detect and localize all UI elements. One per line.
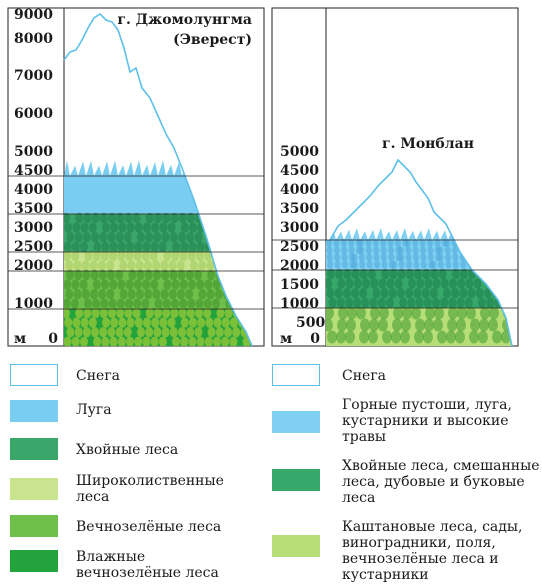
legend-label-alpine: Горные пустоши, луга, кустарники и высок… <box>342 397 512 445</box>
legend-swatch-humid-evergreen <box>10 550 58 572</box>
legend-swatch-alpine <box>272 411 320 433</box>
everest-tick: 9000 <box>14 7 53 23</box>
everest-tick: 3500 <box>14 201 53 217</box>
everest-zone-lines <box>8 175 264 310</box>
legend-swatch-snow <box>10 364 58 386</box>
legend-swatch-mixed <box>272 469 320 491</box>
montblanc-tick: 1000 <box>280 296 319 312</box>
legend-label-conifer: Хвойные леса <box>76 442 179 458</box>
legend-swatch-snow <box>272 364 320 386</box>
legend-swatch-evergreen <box>10 515 58 537</box>
legend-swatch-conifer <box>10 438 58 460</box>
legend-label-chestnut: Каштановые леса, сады, виноградники, пол… <box>342 519 523 583</box>
montblanc-tick: 500 <box>296 315 325 331</box>
legend-swatch-chestnut <box>272 535 320 557</box>
everest-tick: 4000 <box>14 182 53 198</box>
legend-label-humid-evergreen: Влажные вечнозелёные леса <box>76 549 219 581</box>
montblanc-tick: 5000 <box>280 144 319 160</box>
everest-unit: м <box>14 331 26 347</box>
montblanc-tick: 4000 <box>280 182 319 198</box>
everest-tick: 0 <box>48 331 58 347</box>
legend-swatch-meadows <box>10 400 58 422</box>
montblanc-tick: 3000 <box>280 220 319 236</box>
everest-tick: 1000 <box>14 296 53 312</box>
everest-panel: г. Джомолунгма (Эверест) 9000 8000 7000 … <box>7 7 265 347</box>
everest-tick: 7000 <box>14 68 53 84</box>
legend-label-snow: Снега <box>342 368 387 384</box>
legend-label-snow: Снега <box>76 368 121 384</box>
everest-tick: 2500 <box>14 239 53 255</box>
everest-tick: 4500 <box>14 163 53 179</box>
legend-label-mixed: Хвойные леса, смешанные леса, дубовые и … <box>342 458 540 506</box>
everest-tick: 5000 <box>14 144 53 160</box>
everest-tick: 6000 <box>14 106 53 122</box>
legend-label-meadows: Луга <box>76 402 112 418</box>
montblanc-tick: 1500 <box>280 277 319 293</box>
montblanc-title: г. Монблан <box>382 136 474 152</box>
altitudinal-zones-diagram: г. Джомолунгма (Эверест) 9000 8000 7000 … <box>7 7 519 347</box>
everest-tick: 8000 <box>14 31 53 47</box>
montblanc-tick: 2500 <box>280 239 319 255</box>
legend-label-evergreen: Вечнозелёные леса <box>76 519 222 535</box>
everest-title: г. Джомолунгма <box>117 12 252 28</box>
montblanc-tick: 0 <box>310 331 320 347</box>
montblanc-panel: г. Монблан 5000 4500 4000 3500 3000 2500… <box>271 7 519 347</box>
montblanc-tick: 3500 <box>280 201 319 217</box>
legend-label-broadleaf: Широколиственные леса <box>76 473 224 505</box>
montblanc-tick: 2000 <box>280 258 319 274</box>
montblanc-zone-lines <box>272 239 518 309</box>
montblanc-tick: 4500 <box>280 163 319 179</box>
montblanc-unit: м <box>280 331 292 347</box>
everest-tick: 3000 <box>14 220 53 236</box>
legend-swatch-broadleaf <box>10 478 58 500</box>
everest-tick: 2000 <box>14 258 53 274</box>
everest-subtitle: (Эверест) <box>173 32 252 48</box>
everest-peak-outline <box>63 12 253 347</box>
